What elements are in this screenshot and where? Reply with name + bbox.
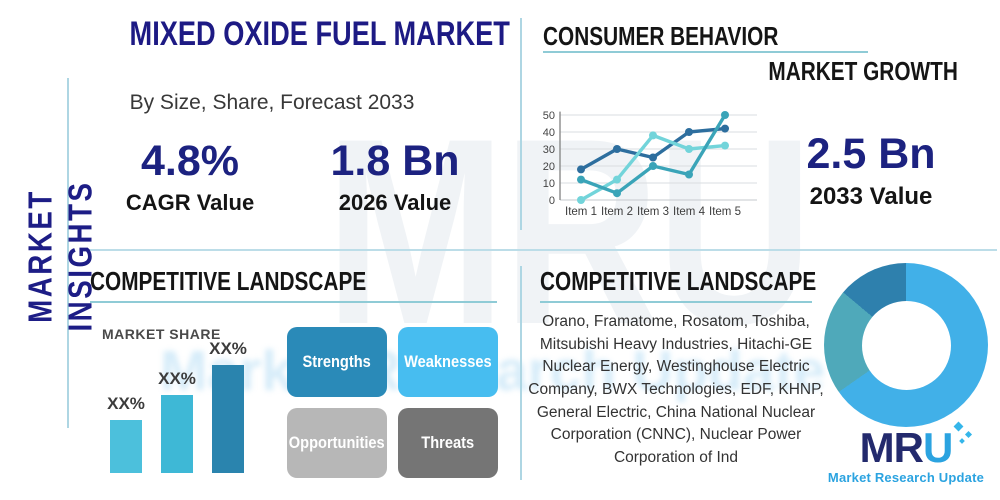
mru-logo-u: U bbox=[922, 424, 953, 471]
page-subtitle: By Size, Share, Forecast 2033 bbox=[129, 91, 415, 114]
stat-2033-value: 2.5 Bn 2033 Value bbox=[791, 130, 951, 211]
donut-hole bbox=[861, 300, 951, 390]
svg-text:0: 0 bbox=[549, 195, 555, 207]
swot-box-weaknesses: Weaknesses bbox=[398, 327, 498, 397]
vertical-market-insights-label: MARKET INSIGHTS bbox=[21, 180, 99, 332]
swot-label: Threats bbox=[421, 433, 475, 452]
series-dark-blue-point bbox=[649, 153, 657, 162]
swot-label: Weaknesses bbox=[404, 352, 492, 371]
series-teal-point bbox=[613, 189, 621, 198]
market-share-bar-chart: XX% XX% XX% bbox=[107, 339, 247, 473]
section-consumer-behavior: CONSUMER BEHAVIOR bbox=[543, 21, 779, 51]
swot-grid: Strengths Weaknesses Opportunities Threats bbox=[287, 327, 498, 478]
page-title: MIXED OXIDE FUEL MARKET bbox=[129, 15, 510, 53]
swot-box-strengths: Strengths bbox=[287, 327, 387, 397]
series-teal-point bbox=[685, 170, 693, 179]
underline-consumer-behavior bbox=[543, 51, 868, 53]
stat-2033-number: 2.5 Bn bbox=[806, 130, 936, 178]
series-light-cyan-point bbox=[649, 131, 657, 140]
series-dark-blue-point bbox=[613, 145, 621, 153]
swot-label: Strengths bbox=[302, 352, 372, 371]
svg-text:Item 5: Item 5 bbox=[709, 206, 741, 218]
background-watermark-logo: MRU bbox=[325, 84, 813, 380]
underline-competitive-landscape-left bbox=[90, 301, 497, 303]
svg-text:40: 40 bbox=[543, 127, 555, 139]
series-light-cyan-point bbox=[577, 196, 585, 204]
series-light-cyan-point bbox=[613, 175, 621, 184]
market-share-chart-title: MARKET SHARE bbox=[102, 326, 221, 342]
bar-value-label: XX% bbox=[107, 394, 145, 413]
svg-text:20: 20 bbox=[543, 161, 555, 173]
bar-rect bbox=[161, 395, 193, 473]
stat-2026-value: 1.8 Bn 2026 Value bbox=[320, 137, 470, 216]
divider-horizontal-middle bbox=[85, 249, 997, 251]
svg-text:50: 50 bbox=[543, 110, 555, 122]
stat-cagr-label: CAGR Value bbox=[125, 190, 255, 216]
company-share-donut-chart bbox=[824, 263, 988, 427]
svg-text:Item 2: Item 2 bbox=[601, 206, 633, 218]
market-share-bar: XX% bbox=[209, 339, 247, 473]
stat-cagr: 4.8% CAGR Value bbox=[115, 137, 265, 216]
company-list: Orano, Framatome, Rosatom, Toshiba, Mits… bbox=[528, 313, 824, 466]
svg-text:Item 4: Item 4 bbox=[673, 206, 706, 218]
consumer-behavior-line-chart: 0 10 20 30 40 50 Item 1 Item 2 Item 3 Item 4 Item … bbox=[535, 104, 761, 226]
series-teal-point bbox=[649, 162, 657, 170]
divider-vertical-left bbox=[67, 78, 69, 428]
stat-2026-number: 1.8 Bn bbox=[330, 137, 460, 185]
mru-logo-mr: MR bbox=[859, 424, 924, 471]
svg-text:Item 3: Item 3 bbox=[637, 206, 669, 218]
bar-rect bbox=[212, 365, 244, 473]
stat-2026-label: 2026 Value bbox=[338, 190, 452, 216]
divider-vertical-right-top bbox=[520, 18, 522, 230]
svg-text:Item 1: Item 1 bbox=[565, 206, 597, 218]
svg-text:30: 30 bbox=[543, 144, 555, 156]
series-teal-point bbox=[577, 175, 585, 184]
mru-logo-tagline: Market Research Update bbox=[827, 470, 985, 485]
swot-box-threats: Threats bbox=[398, 408, 498, 478]
bar-value-label: XX% bbox=[158, 369, 196, 388]
series-light-cyan-point bbox=[685, 145, 693, 153]
series-teal-point bbox=[721, 111, 729, 119]
series-dark-blue-point bbox=[721, 124, 729, 133]
section-competitive-landscape-left: COMPETITIVE LANDSCAPE bbox=[90, 266, 367, 296]
divider-vertical-right-bottom bbox=[520, 266, 522, 480]
mru-logo-text: MRU bbox=[826, 427, 986, 469]
series-light-cyan-point bbox=[721, 141, 729, 150]
series-dark-blue-point bbox=[577, 165, 585, 174]
section-market-growth: MARKET GROWTH bbox=[768, 56, 958, 86]
market-share-bar: XX% bbox=[158, 369, 196, 473]
svg-text:10: 10 bbox=[543, 178, 555, 190]
swot-label: Opportunities bbox=[289, 433, 385, 452]
bar-value-label: XX% bbox=[209, 339, 247, 358]
underline-competitive-landscape-right bbox=[540, 301, 812, 303]
section-competitive-landscape-right: COMPETITIVE LANDSCAPE bbox=[540, 266, 817, 296]
series-dark-blue-point bbox=[685, 128, 693, 136]
bar-rect bbox=[110, 420, 142, 473]
swot-box-opportunities: Opportunities bbox=[287, 408, 387, 478]
stat-cagr-value: 4.8% bbox=[140, 137, 239, 185]
mru-logo: MRU Market Research Update bbox=[826, 421, 986, 485]
stat-2033-label: 2033 Value bbox=[809, 183, 933, 211]
market-share-bar: XX% bbox=[107, 394, 145, 473]
